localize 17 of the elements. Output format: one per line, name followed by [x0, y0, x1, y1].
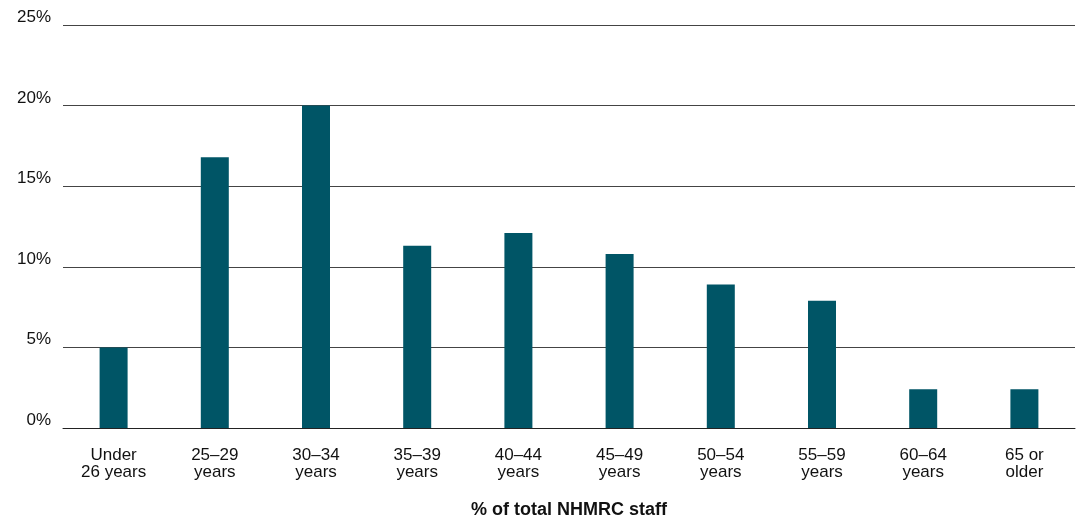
x-tick-label: 35–39 years	[393, 445, 441, 481]
x-tick-label: 25–29 years	[191, 445, 239, 481]
y-tick-label: 25%	[16, 7, 51, 26]
x-tick-label: 40–44 years	[494, 445, 543, 481]
x-tick-label: 55–59 years	[798, 445, 846, 481]
x-tick-label: 30–34 years	[292, 445, 340, 481]
x-tick-label: 45–49 years	[595, 445, 644, 481]
y-tick-label: 20%	[16, 87, 51, 107]
y-tick-label: 10%	[16, 248, 51, 268]
y-tick-label: 15%	[16, 168, 51, 188]
y-tick-label: 0%	[26, 410, 51, 429]
x-axis-title: % of total NHMRC staff	[471, 499, 668, 519]
x-tick-label: Under 26 years	[81, 445, 147, 481]
x-tick-label: 65 or older	[1005, 445, 1045, 481]
x-tick-label: 50–54 years	[697, 445, 745, 481]
y-tick-label: 5%	[26, 329, 51, 349]
x-tick-label: 60–64 years	[899, 445, 947, 481]
